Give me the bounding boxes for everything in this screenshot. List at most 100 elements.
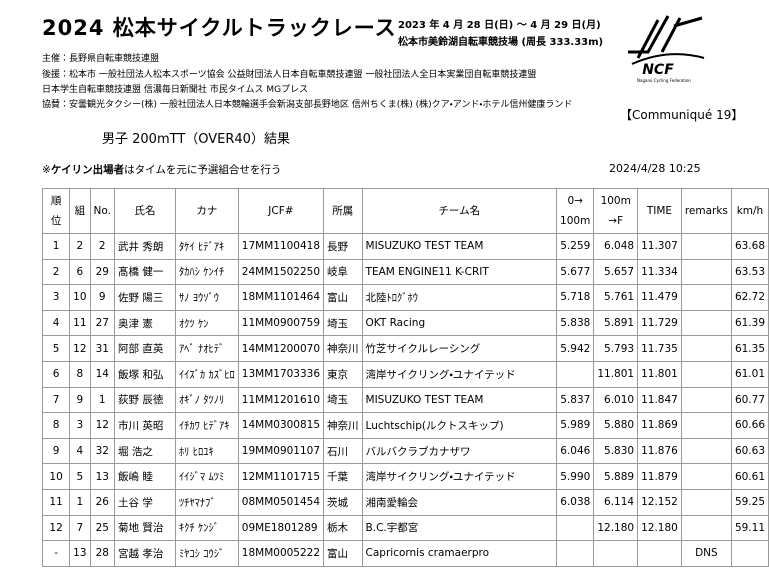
table-cell: 11MM1201610 (237, 386, 325, 414)
table-cell: 18MM0005222 (237, 540, 325, 567)
organizer-line: 日本学生自転車競技連盟 信濃毎日新聞社 市民タイムス MGプレス (42, 85, 309, 95)
table-row: 4 11 27 奥津 憲ｵｸﾂ ｹﾝ 11MM0900759 埼玉 OKT Racing 5.… (41, 309, 769, 337)
table-cell: 61.35 (730, 335, 769, 362)
table-cell: 9 (89, 284, 115, 311)
column-header: No. (89, 188, 115, 234)
table-cell: 6 (69, 258, 91, 286)
table-cell: 61.01 (730, 360, 769, 388)
table-cell: - (41, 540, 71, 567)
table-row: 2 6 29 髙橋 健一 ﾀｶﾊｼ ｹﾝｲﾁ 24MM1502250 岐阜 TEAM ENGI… (41, 258, 769, 286)
table-cell: 飯嶋 睦 (113, 463, 176, 490)
organizer-line: 主催：長野県自転車競技連盟 (42, 54, 160, 64)
organizer-line: 後援：松本市 一般社団法人松本スポーツ協会 公益財団法人日本自転車競技連盟 一般… (42, 70, 537, 80)
table-cell: 13 (89, 463, 115, 490)
logo-subtext: Nagano Cycling Federation (637, 78, 691, 83)
column-header: カナ (174, 188, 239, 234)
table-row: 10 5 13 飯嶋 睦ｲｲｼﾞﾏ ﾑﾂﾐ 12MM1101715 千葉 湾岸サイクリング・… (41, 463, 769, 490)
table-cell: 61.39 (730, 309, 769, 337)
table-cell: 阿部 直英 (113, 335, 176, 362)
table-cell: 1 (41, 233, 71, 260)
table-cell: 19MM0901107 (237, 437, 325, 465)
table-cell: 18MM1101464 (237, 284, 325, 311)
table-cell: ｲｲｽﾞｶ ｶｽﾞﾋﾛ (174, 360, 239, 388)
table-cell: 5.838 (556, 309, 595, 337)
column-header: 組 (69, 188, 91, 234)
note: ※ケイリン出場者はタイムを元に予選組合せを行う (42, 162, 281, 177)
table-cell: 3 (41, 284, 71, 311)
table-cell: 8 (41, 412, 71, 439)
table-cell: 4 (69, 437, 91, 465)
table-cell: MISUZUKO TEST TEAM (361, 386, 558, 414)
table-cell: 奥津 憲 (113, 309, 176, 337)
table-cell: Capricornis cramaerpro (361, 540, 558, 567)
table-cell (680, 514, 732, 542)
table-cell: 飯塚 和弘 (113, 360, 176, 388)
column-header: JCF# (237, 188, 325, 234)
table-cell (680, 437, 732, 465)
table-cell: 5.837 (556, 386, 595, 414)
table-cell: 5.990 (556, 463, 595, 490)
table-cell: MISUZUKO TEST TEAM (361, 233, 558, 260)
table-cell: 27 (89, 309, 115, 337)
table-cell: 12 (69, 335, 91, 362)
table-cell (680, 463, 732, 490)
table-cell: Luchtschip(ルクトスキップ) (361, 412, 558, 439)
table-cell: 5 (41, 335, 71, 362)
table-cell: ｲｲｼﾞﾏ ﾑﾂﾐ (174, 463, 239, 490)
table-cell: 7 (41, 386, 71, 414)
table-cell: 11 (41, 488, 71, 516)
table-cell: 市川 英昭 (113, 412, 176, 439)
table-cell (680, 360, 732, 388)
table-cell: 6 (41, 360, 71, 388)
table-cell: 8 (69, 360, 91, 388)
table-cell: 神奈川 (323, 335, 363, 362)
table-cell: 千葉 (323, 463, 363, 490)
table-cell: B.C.宇都宮 (361, 514, 558, 542)
table-cell: 5.718 (556, 284, 595, 311)
table-cell: 湾岸サイクリング・ユナイテッド (361, 360, 558, 388)
table-cell: 11.801 (593, 360, 639, 388)
table-cell (680, 412, 732, 439)
table-cell: 7 (69, 514, 91, 542)
table-cell: 63.68 (730, 233, 769, 260)
table-cell: 08MM0501454 (237, 488, 325, 516)
table-cell: 14 (89, 360, 115, 388)
table-cell: 5.891 (593, 309, 639, 337)
table-cell: 茨城 (323, 488, 363, 516)
table-cell: 5.889 (593, 463, 639, 490)
table-cell: 東京 (323, 360, 363, 388)
results-table: 順位組 No. 氏名 カナ JCF# 所属 チーム名 0→ 100m 100m →F TIME re… (41, 188, 769, 567)
date: 2023 年 4 月 28 日(日) ～ 4 月 29 日(月) (398, 20, 601, 31)
table-cell: 59.11 (730, 514, 769, 542)
table-cell: 埼玉 (323, 386, 363, 414)
table-cell: ｱﾍﾞ ﾅｵﾋﾃﾞ (174, 335, 239, 362)
header-row: 順位組 No. 氏名 カナ JCF# 所属 チーム名 0→ 100m 100m →F TIME re… (41, 188, 769, 234)
table-cell: 宮越 孝治 (113, 540, 176, 567)
table-cell: 13 (69, 540, 91, 567)
table-cell: 菊地 賢治 (113, 514, 176, 542)
table-cell (637, 540, 682, 567)
table-cell: 11.869 (637, 412, 682, 439)
table-cell: 富山 (323, 284, 363, 311)
organizer-line: 協賛：安曇観光タクシー(株) 一般社団法人日本競輪選手会新潟支部長野地区 信州ち… (42, 100, 573, 110)
table-cell: 6.048 (593, 233, 639, 260)
table-cell: 28 (89, 540, 115, 567)
table-cell (680, 258, 732, 286)
table-cell: 12.180 (593, 514, 639, 542)
table-row: 6 8 14 飯塚 和弘 ｲｲｽﾞｶ ｶｽﾞﾋﾛ 13MM1703336 東京 湾岸サイクリン… (41, 360, 769, 388)
table-cell: 59.25 (730, 488, 769, 516)
table-cell: 栃木 (323, 514, 363, 542)
table-cell (680, 488, 732, 516)
table-cell: 60.61 (730, 463, 769, 490)
table-cell: 石川 (323, 437, 363, 465)
table-cell: 5.761 (593, 284, 639, 311)
table-row: 5 12 31 阿部 直英 ｱﾍﾞ ﾅｵﾋﾃﾞ 14MM1200070 神奈川 竹芝サイクルレ… (41, 335, 769, 362)
table-cell: 4 (41, 309, 71, 337)
table-row: 11 1 26 土谷 学ﾂﾁﾔﾏﾅﾌﾞ 08MM0501454 茨城 湘南愛輪会 6.038 6… (41, 488, 769, 516)
table-cell: 63.53 (730, 258, 769, 286)
table-cell: 土谷 学 (113, 488, 176, 516)
table-cell: 6.114 (593, 488, 639, 516)
table-cell: 11.876 (637, 437, 682, 465)
table-cell: ｷｸﾁ ｹﾝｼﾞ (174, 514, 239, 542)
table-cell: 5.942 (556, 335, 595, 362)
